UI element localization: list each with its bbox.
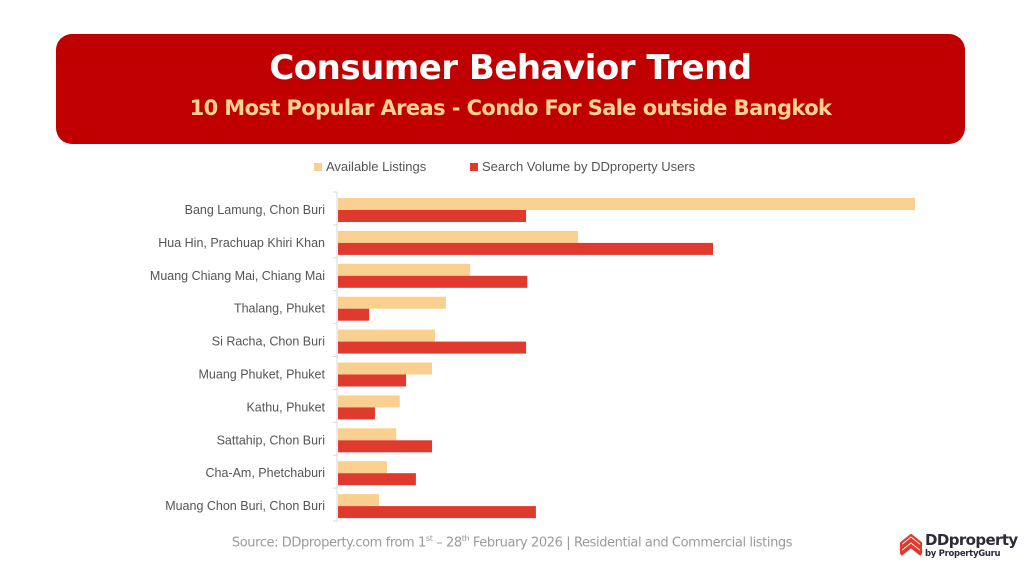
logo-name: DDproperty xyxy=(925,531,1018,549)
bar-search-volume xyxy=(338,473,416,486)
category-label: Hua Hin, Prachuap Khiri Khan xyxy=(158,236,325,250)
logo-byline: by PropertyGuru xyxy=(925,549,1001,559)
bar-search-volume xyxy=(338,341,527,354)
category-label: Thalang, Phuket xyxy=(234,302,326,316)
legend-item-search: Search Volume by DDproperty Users xyxy=(470,159,695,174)
bar-available-listings xyxy=(338,263,471,276)
source-note: Source: DDproperty.com from 1st – 28th F… xyxy=(0,534,1024,550)
category-label: Muang Chiang Mai, Chiang Mai xyxy=(150,269,325,283)
bar-available-listings xyxy=(338,329,435,342)
page-subtitle: 10 Most Popular Areas - Condo For Sale o… xyxy=(189,96,832,120)
bar-available-listings xyxy=(338,395,400,408)
category-label: Muang Phuket, Phuket xyxy=(199,368,326,382)
source-mid: – 28 xyxy=(432,535,462,551)
page-title: Consumer Behavior Trend xyxy=(269,48,752,88)
bar-search-volume xyxy=(338,374,407,387)
legend-label-search: Search Volume by DDproperty Users xyxy=(482,159,696,174)
category-label: Si Racha, Chon Buri xyxy=(212,335,325,349)
legend-swatch-listings xyxy=(314,162,322,171)
legend-label-listings: Available Listings xyxy=(326,159,427,174)
source-sup-1: st xyxy=(425,534,433,543)
bar-available-listings xyxy=(338,428,397,441)
source-suffix: February 2026 | Residential and Commerci… xyxy=(469,535,793,551)
bar-search-volume xyxy=(338,275,528,288)
legend-swatch-search xyxy=(470,162,478,171)
bar-search-volume xyxy=(338,210,527,222)
bar-search-volume xyxy=(338,308,370,321)
source-sup-2: th xyxy=(461,534,470,543)
bar-available-listings xyxy=(338,230,579,243)
chart-legend: Available Listings Search Volume by DDpr… xyxy=(0,159,1024,177)
bar-search-volume xyxy=(338,407,375,420)
bar-available-listings xyxy=(338,494,379,507)
category-label: Sattahip, Chon Buri xyxy=(217,433,325,447)
bar-available-listings xyxy=(338,296,446,309)
bar-available-listings xyxy=(338,362,433,375)
category-label: Kathu, Phuket xyxy=(246,400,325,414)
header-banner: Consumer Behavior Trend 10 Most Popular … xyxy=(56,34,965,144)
bar-search-volume xyxy=(338,242,714,255)
source-prefix: Source: DDproperty.com from 1 xyxy=(231,535,426,551)
house-stack-icon xyxy=(899,533,923,556)
bar-search-volume xyxy=(338,440,433,453)
bar-available-listings xyxy=(338,198,915,210)
bar-available-listings xyxy=(338,461,388,474)
category-label: Cha-Am, Phetchaburi xyxy=(205,466,325,480)
ddproperty-logo: DDproperty by PropertyGuru xyxy=(898,529,1018,563)
bar-search-volume xyxy=(338,506,536,519)
category-label: Bang Lamung, Chon Buri xyxy=(185,203,325,217)
category-label: Muang Chon Buri, Chon Buri xyxy=(165,499,325,513)
legend-item-listings: Available Listings xyxy=(314,159,426,174)
